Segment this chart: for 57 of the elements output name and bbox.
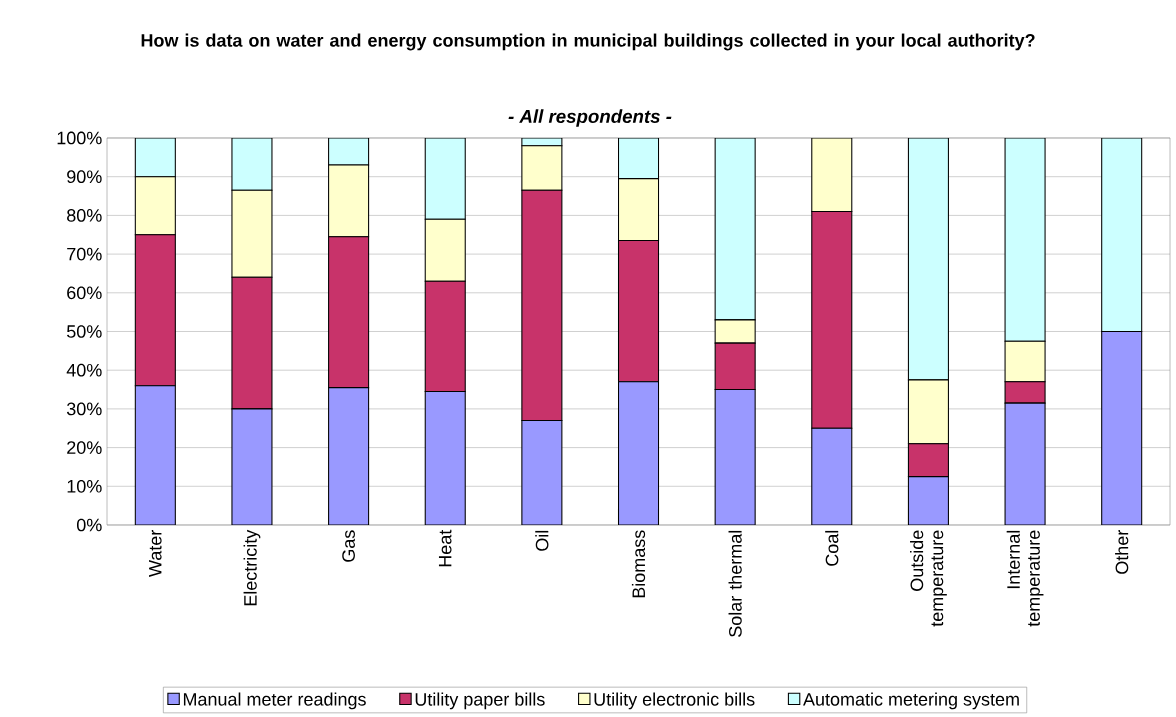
- legend-label: Utility electronic bills: [594, 692, 755, 710]
- bar: [907, 379, 949, 445]
- bar: [424, 137, 466, 220]
- bar: [231, 408, 273, 525]
- bar: [617, 178, 660, 242]
- x-tick-label: Biomass: [631, 530, 646, 598]
- y-tick-label: 30%: [66, 402, 102, 416]
- bar: [328, 164, 370, 238]
- bar: [1004, 402, 1046, 525]
- bar: [714, 137, 756, 321]
- legend-label: Manual meter readings: [183, 692, 366, 710]
- y-tick-label: 70%: [67, 247, 102, 261]
- x-tick-label: Gas: [342, 530, 355, 562]
- y-tick-label: 90%: [67, 170, 102, 184]
- bar: [907, 137, 949, 381]
- x-tick-label: Outside temperature: [910, 530, 947, 627]
- y-tick-label: 80%: [67, 209, 102, 222]
- bar: [521, 419, 563, 525]
- chart-title: How is data on water and energy consumption in municipal buildings collected in your local authority?: [141, 33, 1035, 51]
- bar: [134, 385, 176, 525]
- x-tick-label: Heat: [438, 529, 452, 567]
- y-tick-label: 50%: [66, 325, 102, 338]
- y-tick-label: 60%: [67, 286, 102, 300]
- legend-label: Automatic metering system: [803, 692, 1019, 710]
- bar: [424, 390, 466, 525]
- x-tick-label: Coal: [825, 530, 839, 566]
- bar: [424, 218, 466, 282]
- bar: [328, 137, 370, 166]
- bar: [811, 137, 853, 213]
- y-tick-label: 100%: [57, 131, 102, 145]
- x-tick-label: Oil: [535, 530, 549, 551]
- bar: [617, 137, 660, 180]
- bar: [1101, 330, 1143, 525]
- bar: [714, 342, 756, 391]
- bar: [231, 137, 273, 191]
- bar: [134, 137, 176, 178]
- y-tick-label: 0%: [76, 518, 102, 532]
- y-tick-label: 40%: [66, 363, 102, 377]
- bar: [617, 381, 660, 525]
- y-tick-label: 10%: [67, 479, 102, 493]
- x-tick-label: Water: [149, 530, 162, 577]
- bar: [521, 145, 563, 191]
- x-tick-label: Solar thermal: [728, 530, 742, 637]
- x-tick-label: Electricity: [243, 529, 261, 606]
- bar: [134, 176, 176, 236]
- bar: [1004, 137, 1046, 342]
- legend-label: Utility paper bills: [415, 692, 545, 710]
- bar: [1004, 340, 1046, 383]
- y-tick-label: 20%: [67, 441, 102, 454]
- bar: [231, 189, 273, 278]
- bar: [907, 476, 949, 525]
- bar: [714, 389, 756, 525]
- bar: [811, 427, 853, 525]
- x-tick-label: Other: [1115, 530, 1129, 574]
- bar: [1101, 137, 1143, 333]
- chart-subtitle: - All respondents -: [508, 109, 672, 127]
- bar: [328, 387, 370, 525]
